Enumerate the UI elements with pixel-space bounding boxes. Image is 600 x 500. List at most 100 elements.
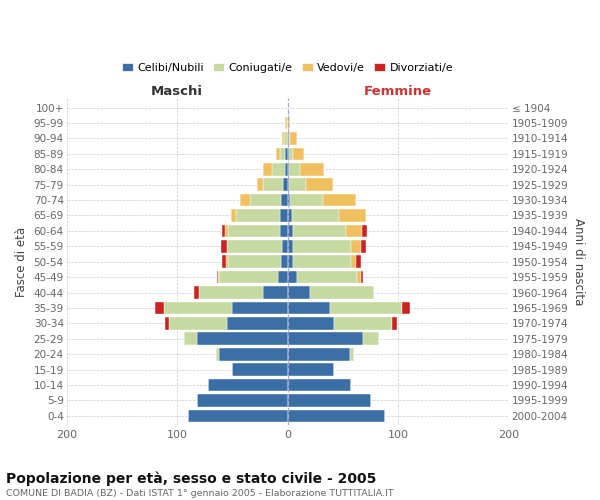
Bar <box>323 194 356 206</box>
Bar <box>275 148 280 160</box>
Bar <box>194 286 199 299</box>
Bar <box>293 256 351 268</box>
Bar <box>184 332 197 345</box>
Bar <box>216 348 219 360</box>
Bar <box>287 163 289 175</box>
Bar <box>330 302 401 314</box>
Bar <box>351 256 356 268</box>
Bar <box>197 394 287 407</box>
Bar <box>292 209 338 222</box>
Bar <box>283 178 287 191</box>
Bar <box>281 194 287 206</box>
Bar <box>223 256 226 268</box>
Y-axis label: Fasce di età: Fasce di età <box>15 226 28 297</box>
Bar <box>224 224 228 237</box>
Text: Maschi: Maschi <box>151 86 203 98</box>
Bar <box>287 148 289 160</box>
Bar <box>289 148 293 160</box>
Bar <box>188 410 287 422</box>
Bar <box>293 148 304 160</box>
Bar <box>362 224 367 237</box>
Bar <box>287 302 330 314</box>
Bar <box>287 378 351 392</box>
Bar <box>232 209 236 222</box>
Bar <box>217 271 218 283</box>
Bar <box>227 240 282 252</box>
Bar <box>392 317 397 330</box>
Bar <box>356 256 361 268</box>
Bar <box>287 394 371 407</box>
Bar <box>289 163 300 175</box>
Bar <box>307 178 333 191</box>
Bar <box>263 163 272 175</box>
Bar <box>287 364 334 376</box>
Bar <box>226 256 228 268</box>
Bar <box>236 209 280 222</box>
Bar <box>338 209 366 222</box>
Bar <box>286 163 287 175</box>
Bar <box>287 194 290 206</box>
Bar <box>165 317 169 330</box>
Bar <box>164 302 232 314</box>
Bar <box>280 148 286 160</box>
Bar <box>155 302 164 314</box>
Bar <box>287 178 289 191</box>
Bar <box>284 132 287 144</box>
Bar <box>218 271 219 283</box>
Text: COMUNE DI BADIA (BZ) - Dati ISTAT 1° gennaio 2005 - Elaborazione TUTTITALIA.IT: COMUNE DI BADIA (BZ) - Dati ISTAT 1° gen… <box>6 489 394 498</box>
Bar <box>361 240 366 252</box>
Bar <box>286 148 287 160</box>
Y-axis label: Anni di nascita: Anni di nascita <box>572 218 585 306</box>
Bar <box>293 224 346 237</box>
Bar <box>358 271 361 283</box>
Bar <box>240 194 250 206</box>
Bar <box>232 364 287 376</box>
Bar <box>290 194 323 206</box>
Bar <box>346 224 362 237</box>
Bar <box>263 286 287 299</box>
Bar <box>310 286 374 299</box>
Bar <box>287 410 385 422</box>
Bar <box>223 224 224 237</box>
Bar <box>280 209 287 222</box>
Bar <box>293 240 351 252</box>
Bar <box>334 317 392 330</box>
Bar <box>287 348 350 360</box>
Bar <box>287 286 310 299</box>
Bar <box>287 332 363 345</box>
Bar <box>287 132 289 144</box>
Bar <box>232 302 287 314</box>
Bar <box>287 116 290 130</box>
Bar <box>282 132 284 144</box>
Bar <box>287 224 293 237</box>
Bar <box>219 348 287 360</box>
Bar <box>272 163 286 175</box>
Bar <box>363 332 379 345</box>
Bar <box>228 256 281 268</box>
Bar <box>208 378 287 392</box>
Bar <box>219 271 278 283</box>
Text: Femmine: Femmine <box>364 86 433 98</box>
Bar <box>228 224 280 237</box>
Bar <box>350 348 354 360</box>
Bar <box>280 224 287 237</box>
Bar <box>263 178 283 191</box>
Bar <box>289 132 290 144</box>
Bar <box>250 194 281 206</box>
Bar <box>287 256 293 268</box>
Bar <box>278 271 287 283</box>
Bar <box>287 271 296 283</box>
Bar <box>199 286 263 299</box>
Bar <box>289 178 307 191</box>
Text: Popolazione per età, sesso e stato civile - 2005: Popolazione per età, sesso e stato civil… <box>6 471 376 486</box>
Bar <box>401 302 410 314</box>
Bar <box>287 240 293 252</box>
Bar <box>227 317 287 330</box>
Bar <box>296 271 358 283</box>
Bar <box>361 271 363 283</box>
Bar <box>257 178 263 191</box>
Bar <box>197 332 287 345</box>
Bar <box>281 256 287 268</box>
Bar <box>351 240 361 252</box>
Bar <box>300 163 324 175</box>
